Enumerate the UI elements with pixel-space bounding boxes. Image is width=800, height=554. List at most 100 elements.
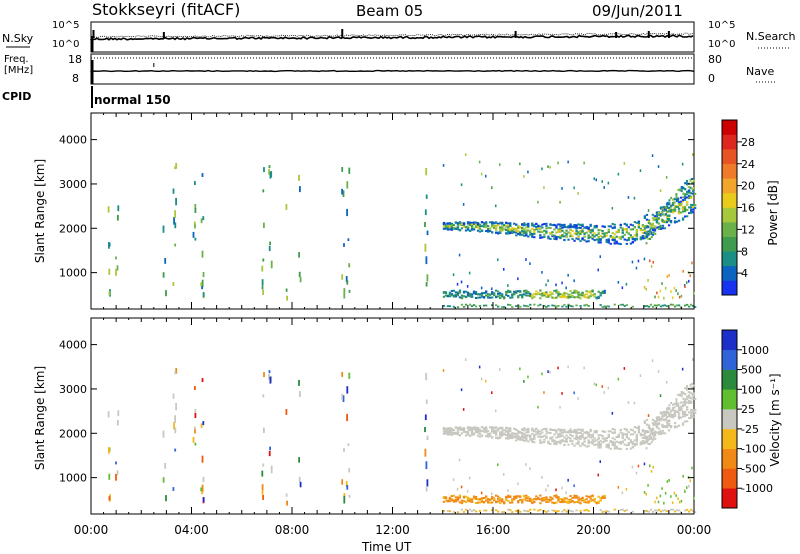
velocity-cell (543, 497, 546, 500)
power-cell (571, 295, 574, 297)
power-cell (529, 262, 531, 265)
velocity-cell (478, 365, 481, 369)
velocity-cell (581, 428, 584, 431)
velocity-cell (675, 398, 678, 401)
power-cell (666, 275, 669, 278)
power-cell (460, 183, 463, 187)
velocity-cell (563, 444, 566, 447)
power-cell (505, 232, 508, 235)
power-cell (509, 223, 512, 226)
velocity-cell (523, 494, 526, 497)
velocity-cell (261, 484, 264, 491)
power-cell (470, 223, 474, 226)
velocity-cell (665, 381, 668, 384)
power-cell (174, 166, 177, 170)
power-cell (661, 209, 665, 212)
velocity-cell (476, 434, 480, 437)
power-cell (505, 221, 508, 224)
velocity-cell (452, 494, 456, 497)
velocity-cell (470, 500, 474, 503)
velocity-cell (539, 508, 542, 511)
velocity-cell (559, 434, 562, 437)
power-cell (681, 162, 684, 166)
velocity-cell (579, 428, 582, 431)
power-cell (665, 205, 669, 208)
power-cell (549, 227, 552, 229)
power-cell (565, 286, 567, 290)
power-cell (684, 182, 687, 185)
velocity-cell (535, 498, 538, 501)
power-colorbar-swatch (722, 178, 737, 194)
power-cell (474, 291, 478, 293)
velocity-cell (537, 435, 540, 438)
power-cell (509, 228, 512, 231)
velocity-cell (448, 427, 452, 430)
velocity-cell (692, 397, 695, 400)
power-cell (529, 229, 532, 232)
power-cell (194, 204, 197, 210)
power-cell (450, 294, 454, 297)
velocity-cell (561, 498, 564, 501)
velocity-cell (555, 494, 558, 497)
velocity-cell (669, 413, 673, 416)
power-cell (567, 160, 569, 164)
power-cell (262, 189, 265, 193)
velocity-cell (341, 393, 343, 400)
power-cell (613, 233, 616, 236)
velocity-cell (575, 436, 578, 439)
velocity-cell (665, 415, 669, 418)
power-cell (686, 201, 689, 204)
velocity-cell (635, 438, 638, 441)
velocity-cell (679, 405, 683, 408)
power-cell (456, 306, 460, 309)
velocity-cell (633, 442, 636, 445)
velocity-cell (675, 494, 677, 497)
power-cell (683, 195, 687, 198)
velocity-cell (543, 434, 546, 437)
power-cell (527, 294, 530, 297)
power-cell (478, 293, 482, 296)
velocity-cell (589, 436, 592, 439)
velocity-cell (587, 442, 590, 445)
power-cell (585, 227, 588, 230)
velocity-cell (627, 401, 630, 404)
power-cell (690, 208, 693, 211)
power-cell (201, 279, 204, 288)
power-cell (537, 227, 540, 230)
velocity-cell (454, 426, 458, 429)
velocity-cell (569, 430, 572, 433)
velocity-cell (663, 410, 666, 414)
velocity-cell (482, 430, 486, 433)
power-cell (561, 305, 564, 308)
power-cell (462, 225, 466, 228)
power-cell (692, 208, 695, 211)
velocity-cell (673, 414, 677, 417)
velocity-cell (269, 446, 271, 451)
velocity-cell (693, 384, 695, 387)
velocity-cell (680, 391, 683, 394)
velocity-cell (165, 495, 167, 502)
power-cell (535, 228, 538, 231)
power-cell (555, 296, 558, 299)
power-cell (174, 222, 177, 229)
power-cell (673, 197, 676, 201)
velocity-cell (547, 431, 550, 434)
velocity-cell (466, 499, 470, 502)
power-cell (200, 282, 203, 287)
velocity-cell (664, 418, 667, 421)
velocity-cell (485, 509, 488, 512)
power-cell (690, 206, 693, 209)
power-cell (673, 204, 677, 207)
velocity-cell (425, 372, 428, 381)
velocity-cell (613, 431, 616, 434)
power-cell (641, 229, 644, 231)
power-cell (595, 224, 598, 227)
power-cell (533, 230, 536, 233)
power-cell (665, 221, 669, 224)
velocity-cell (650, 432, 653, 435)
velocity-cell (480, 497, 484, 500)
power-cell (569, 293, 572, 296)
power-cell (480, 286, 483, 290)
power-cell (595, 226, 598, 229)
power-cell (172, 282, 175, 286)
